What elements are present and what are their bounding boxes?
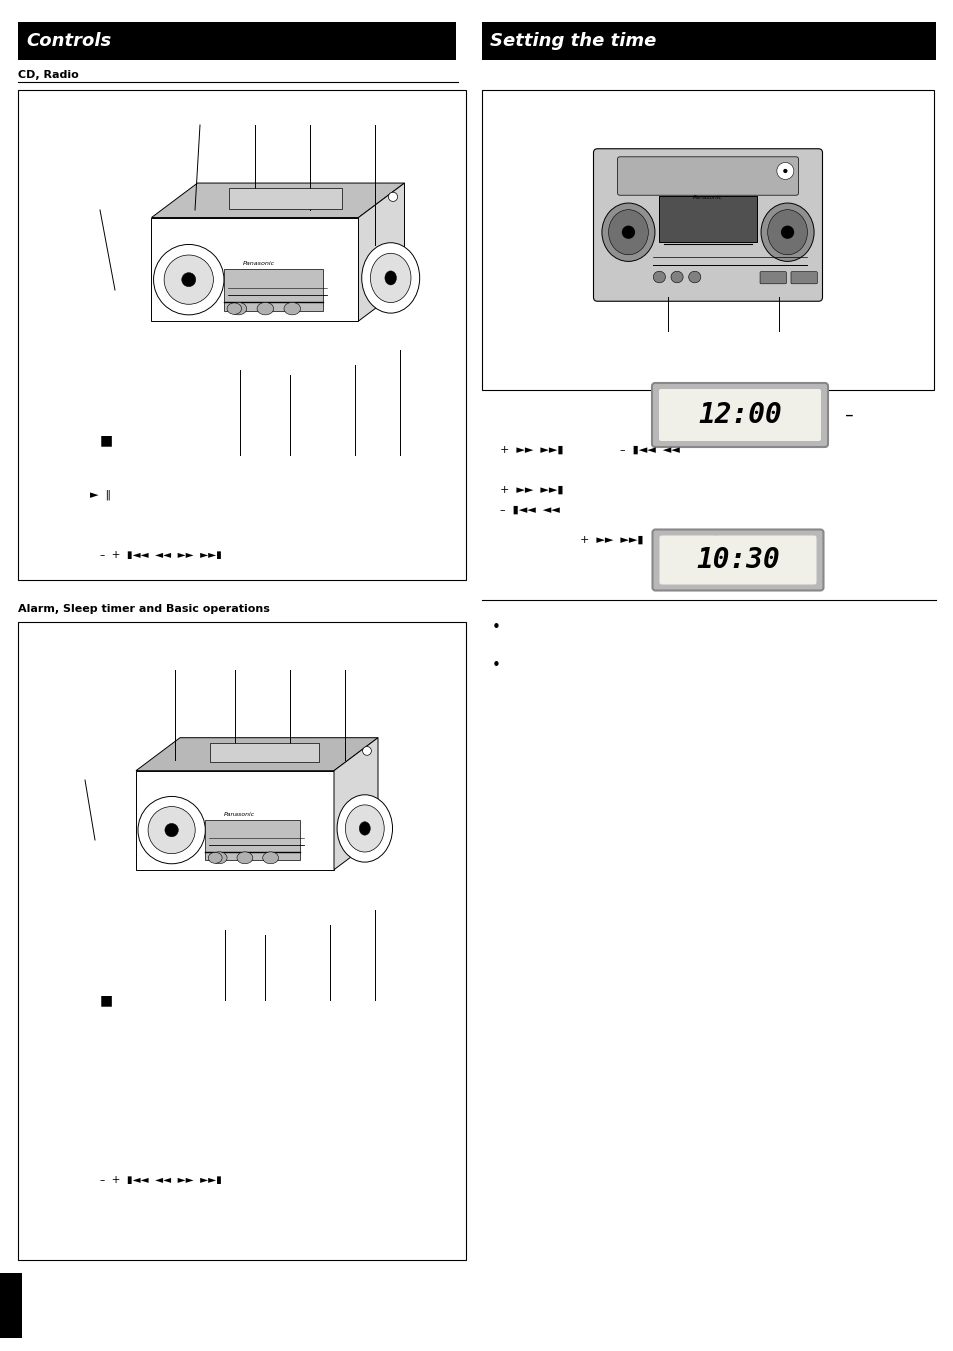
- Ellipse shape: [760, 203, 813, 261]
- Text: –  ▮◄◄  ◄◄: – ▮◄◄ ◄◄: [499, 505, 559, 515]
- Text: Panasonic: Panasonic: [693, 195, 722, 200]
- Bar: [481, 22, 935, 59]
- Ellipse shape: [236, 852, 253, 863]
- Ellipse shape: [230, 303, 247, 315]
- FancyBboxPatch shape: [760, 272, 785, 284]
- Bar: [481, 91, 933, 390]
- Text: –  +  ▮◄◄  ◄◄  ►►  ►►▮: – + ▮◄◄ ◄◄ ►► ►►▮: [100, 1175, 222, 1185]
- Ellipse shape: [262, 852, 278, 863]
- FancyBboxPatch shape: [659, 535, 816, 585]
- Polygon shape: [136, 770, 334, 870]
- Bar: [659, 196, 756, 242]
- Bar: [18, 22, 456, 59]
- Text: 10:30: 10:30: [696, 546, 779, 574]
- Bar: [229, 188, 342, 209]
- Ellipse shape: [164, 255, 213, 304]
- Ellipse shape: [601, 203, 655, 261]
- Text: –  +  ▮◄◄  ◄◄  ►►  ►►▮: – + ▮◄◄ ◄◄ ►► ►►▮: [100, 550, 222, 561]
- Polygon shape: [152, 218, 358, 322]
- Bar: [210, 743, 318, 762]
- Text: –: –: [840, 407, 853, 424]
- Text: Setting the time: Setting the time: [490, 32, 656, 50]
- Ellipse shape: [208, 852, 222, 863]
- Bar: [0, 1273, 22, 1337]
- Ellipse shape: [670, 272, 682, 282]
- Bar: [205, 820, 300, 859]
- Polygon shape: [334, 738, 377, 870]
- Bar: [18, 91, 465, 580]
- Text: ►  ‖: ► ‖: [90, 490, 111, 500]
- Ellipse shape: [388, 192, 397, 201]
- Text: •: •: [492, 620, 500, 635]
- Polygon shape: [136, 738, 377, 770]
- Text: +  ►►  ►►▮: + ►► ►►▮: [499, 485, 563, 494]
- Ellipse shape: [227, 303, 241, 315]
- Ellipse shape: [181, 273, 195, 286]
- Ellipse shape: [370, 253, 411, 303]
- Ellipse shape: [384, 272, 396, 285]
- Ellipse shape: [782, 169, 786, 173]
- Ellipse shape: [211, 852, 227, 863]
- Ellipse shape: [653, 272, 665, 282]
- FancyBboxPatch shape: [659, 389, 821, 440]
- Text: Panasonic: Panasonic: [243, 261, 274, 266]
- Polygon shape: [358, 182, 404, 322]
- Ellipse shape: [138, 797, 205, 863]
- FancyBboxPatch shape: [790, 272, 817, 284]
- Bar: [18, 621, 465, 1260]
- Ellipse shape: [608, 209, 648, 255]
- Ellipse shape: [362, 747, 371, 755]
- Text: 12:00: 12:00: [698, 401, 781, 430]
- Ellipse shape: [284, 303, 300, 315]
- Bar: [224, 269, 323, 311]
- Ellipse shape: [148, 807, 195, 854]
- FancyBboxPatch shape: [651, 382, 827, 447]
- FancyBboxPatch shape: [652, 530, 822, 590]
- Ellipse shape: [621, 226, 635, 239]
- FancyBboxPatch shape: [617, 157, 798, 195]
- Text: –  ▮◄◄  ◄◄: – ▮◄◄ ◄◄: [619, 444, 679, 455]
- FancyBboxPatch shape: [593, 149, 821, 301]
- Text: Controls: Controls: [26, 32, 112, 50]
- Text: CD, Radio: CD, Radio: [18, 70, 79, 80]
- Text: Alarm, Sleep timer and Basic operations: Alarm, Sleep timer and Basic operations: [18, 604, 270, 613]
- Text: –  ▮◄◄  ◄◄: – ▮◄◄ ◄◄: [700, 535, 759, 544]
- Ellipse shape: [781, 226, 793, 239]
- Ellipse shape: [767, 209, 806, 255]
- Text: +  ►►  ►►▮: + ►► ►►▮: [499, 444, 563, 455]
- Ellipse shape: [361, 243, 419, 313]
- Ellipse shape: [165, 823, 178, 836]
- Ellipse shape: [256, 303, 274, 315]
- Ellipse shape: [688, 272, 700, 282]
- Text: •: •: [492, 658, 500, 673]
- Ellipse shape: [336, 794, 392, 862]
- Ellipse shape: [153, 245, 224, 315]
- Text: +  ►►  ►►▮: + ►► ►►▮: [579, 535, 643, 544]
- Ellipse shape: [359, 821, 370, 835]
- Text: Panasonic: Panasonic: [223, 812, 254, 817]
- Polygon shape: [152, 182, 404, 218]
- Ellipse shape: [345, 805, 384, 852]
- Ellipse shape: [776, 162, 793, 180]
- Text: ■: ■: [100, 993, 113, 1006]
- Text: ■: ■: [100, 434, 113, 447]
